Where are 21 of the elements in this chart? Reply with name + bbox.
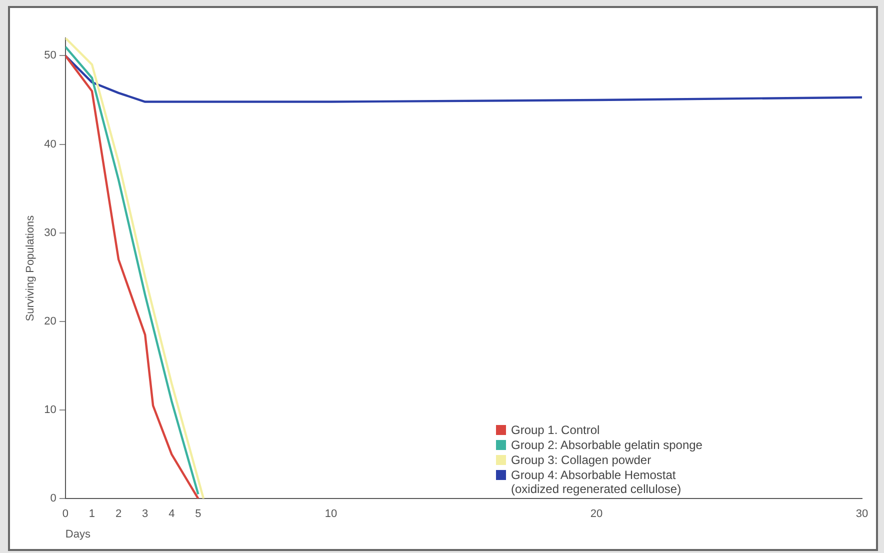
y-tick-label: 20 <box>44 315 56 328</box>
legend-label: Group 1. Control <box>511 423 600 437</box>
legend-label: Group 2: Absorbable gelatin sponge <box>511 438 702 452</box>
y-tick-label: 0 <box>50 492 56 505</box>
x-tick-label: 4 <box>168 508 175 520</box>
x-tick-label: 5 <box>195 508 202 520</box>
x-axis-title: Days <box>65 528 91 540</box>
x-tick-label: 20 <box>590 508 603 520</box>
x-tick-label: 1 <box>88 508 96 520</box>
x-tick-label: 10 <box>324 508 338 520</box>
y-tick-label: 50 <box>44 50 56 62</box>
y-tick-label: 10 <box>44 404 56 416</box>
y-tick-label: 30 <box>44 226 56 239</box>
y-tick-label: 40 <box>44 138 56 150</box>
y-axis-title: Surviving Populations <box>24 214 37 322</box>
legend-label: Group 3: Collagen powder <box>511 453 652 467</box>
x-tick-label: 3 <box>142 508 148 520</box>
x-tick-label: 30 <box>856 508 868 520</box>
legend-label: Group 4: Absorbable Hemostat (oxidized regenerated cellulose) <box>511 468 682 496</box>
x-tick-label: 0 <box>62 508 68 520</box>
x-tick-label: 2 <box>115 508 122 520</box>
